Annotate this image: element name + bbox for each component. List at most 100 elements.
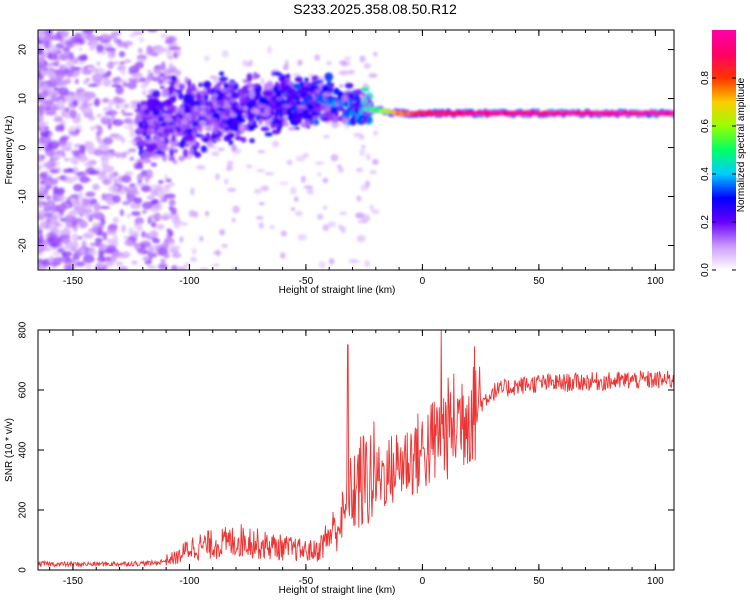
noise-blob: [177, 266, 187, 270]
noise-blob: [204, 210, 210, 217]
signal-blob: [204, 125, 214, 132]
signal-blob: [260, 126, 270, 132]
noise-blob: [223, 178, 229, 185]
noise-blob: [90, 67, 99, 73]
noise-blob: [93, 202, 101, 211]
noise-blob: [129, 33, 136, 38]
noise-blob: [226, 164, 233, 172]
noise-blob: [168, 156, 176, 162]
noise-blob: [59, 30, 70, 38]
noise-blob: [49, 218, 59, 227]
noise-blob: [101, 98, 110, 103]
signal-blob: [322, 115, 331, 123]
noise-blob: [105, 244, 117, 252]
noise-blob: [221, 49, 229, 58]
signal-blob: [318, 82, 325, 87]
signal-blob: [207, 100, 214, 107]
noise-blob: [175, 215, 180, 222]
noise-blob: [231, 217, 236, 223]
signal-blob: [313, 119, 320, 126]
noise-blob: [199, 267, 209, 270]
bottom-xtick-label: 50: [533, 576, 545, 587]
colorbar-tick-label: 0.0: [700, 263, 711, 277]
signal-blob: [274, 100, 282, 108]
noise-blob: [62, 79, 72, 84]
noise-blob: [112, 194, 121, 204]
noise-blob: [126, 194, 137, 203]
bottom-xtick-label: -100: [179, 576, 199, 587]
noise-blob: [141, 89, 147, 97]
signal-blob: [318, 94, 324, 103]
noise-blob: [120, 68, 126, 76]
noise-blob: [162, 212, 171, 220]
noise-blob: [48, 148, 55, 158]
noise-blob: [47, 87, 54, 97]
signal-blob: [154, 104, 164, 110]
noise-blob: [150, 208, 158, 213]
noise-blob: [78, 47, 83, 52]
noise-blob: [45, 98, 52, 108]
noise-blob: [295, 155, 306, 162]
noise-blob: [168, 205, 174, 211]
noise-blob: [59, 54, 69, 61]
signal-blob: [194, 151, 202, 158]
signal-blob: [311, 75, 319, 81]
noise-blob: [101, 218, 106, 226]
noise-blob: [101, 193, 107, 201]
noise-blob: [163, 174, 169, 181]
noise-blob: [154, 65, 161, 69]
noise-blob: [107, 34, 117, 39]
signal-blob: [264, 132, 273, 137]
noise-blob: [158, 179, 164, 185]
signal-blob: [347, 94, 355, 102]
noise-blob: [145, 49, 156, 56]
signal-blob: [227, 132, 235, 139]
noise-blob: [174, 84, 180, 89]
noise-blob: [122, 112, 134, 116]
noise-blob: [59, 136, 69, 142]
noise-blob: [81, 198, 89, 204]
noise-blob: [107, 122, 112, 130]
noise-blob: [339, 211, 348, 216]
bottom-xtick-label: -50: [299, 576, 314, 587]
noise-blob: [217, 147, 225, 152]
noise-blob: [302, 153, 310, 158]
signal-blob: [349, 98, 353, 107]
noise-blob: [71, 233, 80, 243]
noise-blob: [102, 178, 113, 186]
noise-blob: [83, 162, 95, 167]
snr-line-group: [38, 330, 674, 569]
noise-blob: [81, 209, 93, 213]
noise-blob: [64, 39, 76, 49]
noise-blob: [64, 215, 76, 222]
signal-blob: [218, 71, 225, 77]
noise-blob: [38, 153, 41, 163]
bottom-ytick-label: 400: [18, 441, 29, 458]
noise-blob: [38, 245, 45, 249]
noise-blob: [77, 55, 88, 62]
signal-blob: [140, 110, 145, 117]
noise-blob: [77, 191, 84, 201]
noise-blob: [82, 232, 94, 239]
noise-blob: [127, 148, 137, 153]
signal-blob: [162, 87, 169, 97]
noise-blob: [38, 116, 45, 121]
signal-blob: [299, 81, 305, 88]
signal-blob: [229, 83, 234, 92]
noise-blob: [191, 247, 197, 255]
signal-blob: [287, 126, 296, 131]
signal-blob: [322, 112, 330, 117]
noise-blob: [314, 54, 321, 62]
noise-blob: [65, 141, 73, 147]
noise-blob: [88, 35, 99, 45]
noise-blob: [93, 97, 101, 107]
noise-blob: [101, 158, 109, 167]
noise-blob: [38, 164, 46, 169]
signal-blob: [218, 76, 229, 82]
signal-blob: [160, 143, 167, 152]
noise-blob: [337, 166, 344, 173]
noise-blob: [38, 231, 43, 236]
bottom-xlabel: Height of straight line (km): [279, 585, 396, 596]
signal-blob: [189, 146, 194, 156]
noise-blob: [38, 185, 46, 192]
